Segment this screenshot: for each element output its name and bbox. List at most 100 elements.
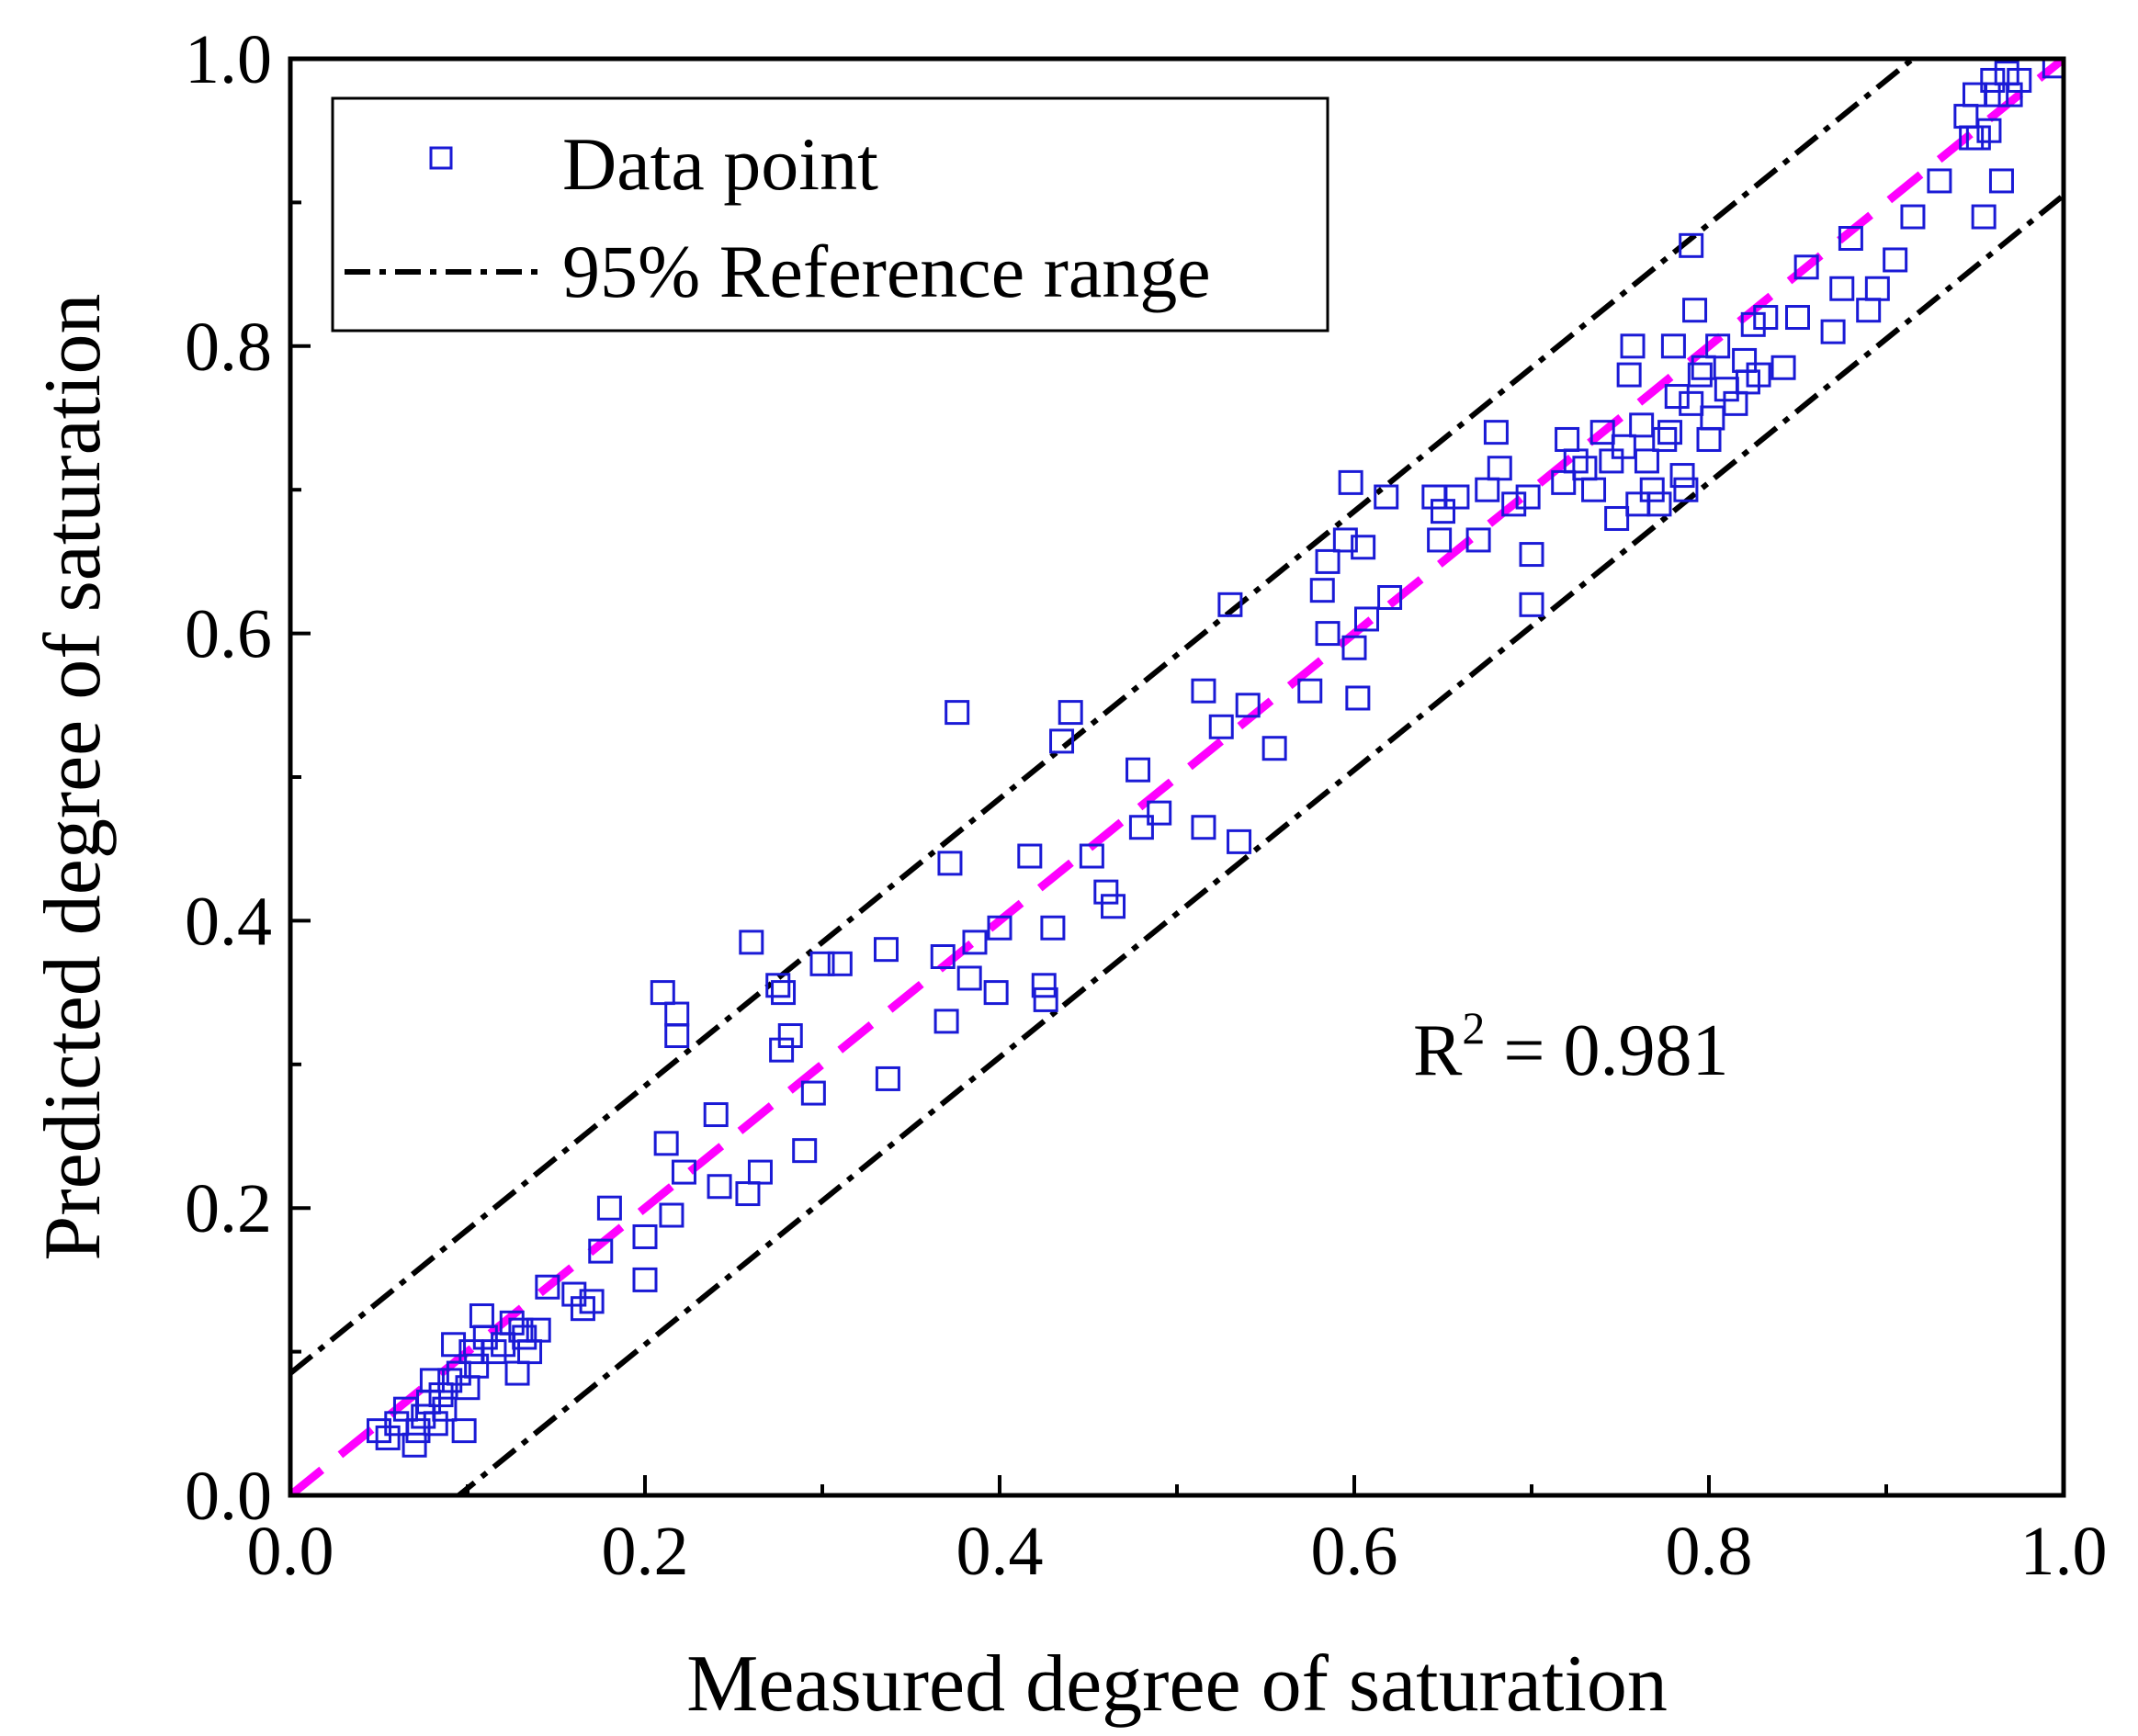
r-squared-main: R bbox=[1413, 1010, 1463, 1091]
data-point bbox=[1374, 484, 1399, 510]
data-point bbox=[1589, 420, 1615, 445]
data-point bbox=[504, 1360, 530, 1386]
data-point bbox=[1031, 973, 1057, 998]
x-tick-label: 0.8 bbox=[1666, 1513, 1753, 1590]
data-point bbox=[873, 937, 899, 963]
data-point bbox=[1673, 477, 1699, 502]
data-point bbox=[464, 1353, 490, 1379]
data-point bbox=[481, 1339, 507, 1365]
data-point bbox=[827, 951, 853, 976]
lines-layer bbox=[290, 59, 2064, 1495]
data-point bbox=[1657, 420, 1683, 445]
data-point bbox=[1646, 491, 1672, 517]
data-point bbox=[1732, 347, 1758, 373]
data-point bbox=[703, 1102, 729, 1128]
data-point bbox=[983, 980, 1009, 1006]
data-point bbox=[962, 930, 988, 955]
data-point bbox=[1864, 276, 1890, 301]
data-point bbox=[1971, 204, 1997, 230]
data-point bbox=[1147, 800, 1172, 826]
data-point bbox=[1900, 204, 1926, 230]
data-point bbox=[1444, 484, 1470, 510]
data-point bbox=[747, 1159, 773, 1185]
legend-marker-square bbox=[429, 146, 453, 170]
data-point bbox=[1191, 678, 1216, 704]
data-point bbox=[1227, 829, 1252, 854]
data-point bbox=[632, 1223, 658, 1249]
legend-box bbox=[331, 96, 1329, 333]
data-point bbox=[792, 1138, 818, 1164]
data-point bbox=[2007, 67, 2032, 93]
data-point bbox=[1770, 355, 1796, 380]
x-axis-title: Measured degree of saturation bbox=[686, 1640, 1668, 1729]
legend-label-data-point: Data point bbox=[562, 122, 878, 206]
data-point bbox=[1572, 456, 1598, 481]
data-point bbox=[1740, 311, 1766, 337]
data-point bbox=[1309, 578, 1335, 603]
data-point bbox=[1611, 434, 1636, 459]
data-point bbox=[1427, 527, 1453, 553]
data-point bbox=[2042, 59, 2064, 79]
data-point bbox=[1049, 728, 1075, 754]
data-point bbox=[1652, 426, 1678, 452]
data-point bbox=[1487, 456, 1512, 481]
x-axis-ticks: 0.0 0.2 0.4 0.6 0.8 1.0 bbox=[247, 1475, 2108, 1590]
data-point bbox=[1682, 298, 1708, 323]
data-point bbox=[1604, 505, 1630, 531]
data-point bbox=[1679, 390, 1704, 416]
data-point bbox=[1338, 469, 1363, 495]
data-point bbox=[1128, 815, 1154, 840]
y-tick-label: 1.0 bbox=[185, 21, 272, 98]
data-point bbox=[653, 1131, 679, 1156]
data-point bbox=[1261, 736, 1287, 761]
data-point bbox=[650, 980, 675, 1006]
data-point bbox=[930, 944, 956, 969]
r-squared-annotation: R2 = 0.981 bbox=[1413, 1002, 1728, 1091]
y-tick-label: 0.2 bbox=[185, 1170, 272, 1247]
data-point bbox=[956, 965, 982, 991]
reference-upper-line bbox=[290, 59, 1917, 1376]
y-axis-ticks: 0.0 0.2 0.4 0.6 0.8 1.0 bbox=[185, 21, 311, 1535]
data-point bbox=[1953, 104, 1979, 130]
legend-label-reference-range: 95% Reference range bbox=[562, 230, 1211, 313]
data-point bbox=[769, 1037, 795, 1063]
data-point bbox=[1691, 355, 1716, 380]
data-point bbox=[1753, 305, 1779, 331]
data-point bbox=[707, 1174, 732, 1200]
data-point bbox=[1664, 384, 1690, 410]
data-point bbox=[1297, 678, 1323, 704]
data-point bbox=[1927, 168, 1952, 194]
data-point bbox=[1079, 843, 1104, 869]
y-tick-label: 0.4 bbox=[185, 883, 272, 960]
data-point bbox=[1563, 448, 1589, 474]
data-point bbox=[1616, 362, 1642, 388]
fit-line bbox=[290, 59, 2064, 1495]
data-point bbox=[1820, 319, 1846, 344]
data-point bbox=[1687, 362, 1713, 388]
data-point bbox=[945, 700, 970, 726]
data-point bbox=[933, 1009, 959, 1034]
data-point bbox=[1345, 685, 1371, 711]
data-point bbox=[664, 1001, 690, 1027]
data-point bbox=[1501, 491, 1527, 517]
data-point bbox=[1793, 254, 1819, 280]
data-point bbox=[1191, 815, 1216, 840]
data-point bbox=[423, 1411, 448, 1437]
x-tick-label: 0.2 bbox=[602, 1513, 689, 1590]
data-point bbox=[1746, 362, 1771, 388]
data-point bbox=[512, 1325, 537, 1350]
data-point bbox=[1629, 412, 1655, 438]
data-point bbox=[1785, 305, 1810, 331]
legend: Data point 95% Reference range bbox=[331, 96, 1329, 333]
data-point bbox=[937, 851, 963, 876]
data-point bbox=[375, 1425, 401, 1450]
data-point bbox=[441, 1332, 467, 1358]
data-point bbox=[1714, 377, 1739, 402]
data-point bbox=[1620, 333, 1646, 359]
y-tick-label: 0.6 bbox=[185, 596, 272, 673]
data-point bbox=[1332, 527, 1358, 553]
data-point bbox=[1883, 247, 1908, 273]
data-point bbox=[1515, 484, 1541, 510]
x-tick-label: 0.6 bbox=[1311, 1513, 1398, 1590]
